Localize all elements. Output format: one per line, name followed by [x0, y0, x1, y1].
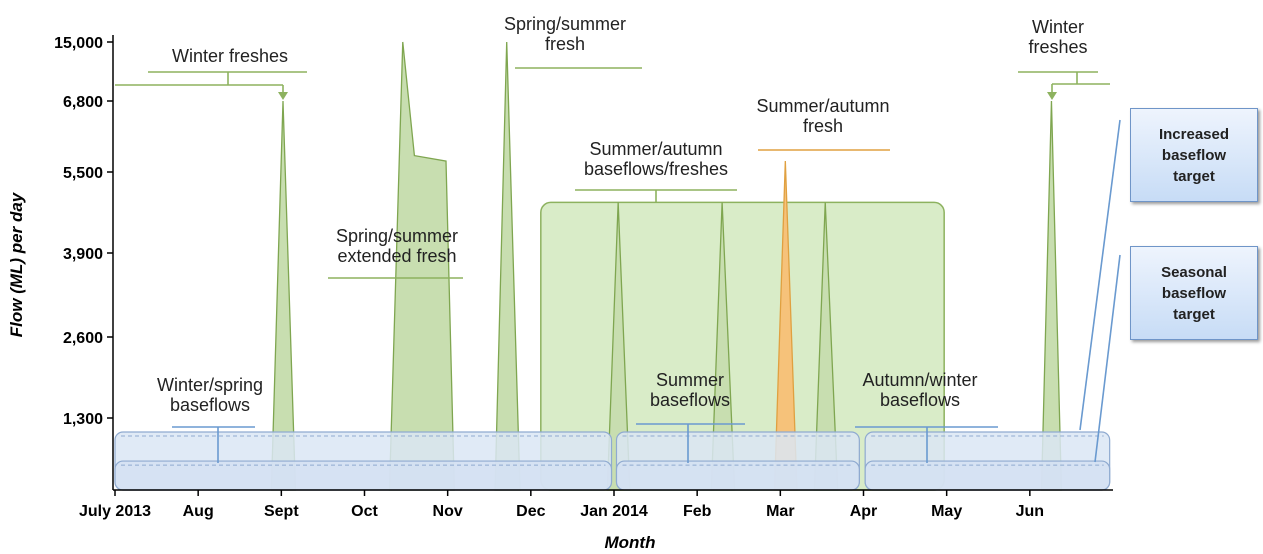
annotation: Summer baseflows: [649, 370, 731, 410]
annotation: Summer/autumn baseflows/freshes: [583, 139, 729, 179]
y-tick-label: 6,800: [63, 94, 103, 111]
x-tick-label: May: [931, 503, 962, 520]
flow-event: [494, 41, 521, 491]
annotation-line: [1079, 119, 1121, 431]
legend-box: Increased baseflow target: [1130, 108, 1258, 202]
x-tick-label: Nov: [433, 503, 463, 520]
arrow-head: [278, 92, 288, 100]
x-tick-label: Oct: [351, 503, 378, 520]
y-tick-label: 5,500: [63, 165, 103, 182]
y-axis-label: Flow (ML) per day: [7, 191, 26, 337]
x-tick-label: Sept: [264, 503, 299, 520]
x-tick-label: Aug: [183, 503, 214, 520]
y-tick-label: 2,600: [63, 330, 103, 347]
x-tick-label: Jun: [1016, 503, 1044, 520]
y-tick-label: 3,900: [63, 246, 103, 263]
y-tick-label: 1,300: [63, 411, 103, 428]
x-tick-label: Apr: [850, 503, 878, 520]
annotation: Summer/autumn fresh: [756, 96, 890, 136]
x-tick-label: Feb: [683, 503, 712, 520]
annotation: Winter/spring baseflows: [156, 375, 264, 415]
annotation: Winter freshes: [171, 46, 289, 66]
y-tick-label: 15,000: [54, 35, 103, 52]
arrow-head: [1047, 92, 1057, 100]
x-tick-label: Dec: [516, 503, 545, 520]
flow-event: [388, 41, 455, 491]
annotation-line: [1094, 254, 1121, 463]
annotation: Spring/summer extended fresh: [335, 226, 459, 266]
x-tick-label: Mar: [766, 503, 794, 520]
legend-box: Seasonal baseflow target: [1130, 246, 1258, 340]
annotation: Autumn/winter baseflows: [862, 370, 978, 410]
x-tick-label: Jan 2014: [580, 503, 648, 520]
annotation: Spring/summer fresh: [503, 14, 627, 54]
x-tick-label: July 2013: [79, 503, 151, 520]
x-axis-label: Month: [605, 533, 656, 552]
annotation: Winter freshes: [1028, 17, 1088, 57]
